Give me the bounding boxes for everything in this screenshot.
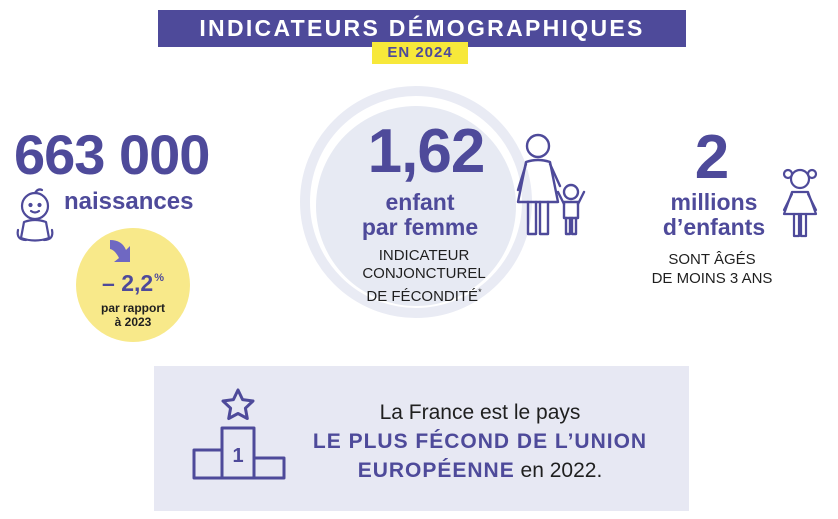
podium-rank: 1 [232,445,243,467]
star-icon [221,388,255,420]
change-value: – 2,2% [102,270,164,296]
fertility-disc [316,106,516,306]
baby-icon [16,188,54,242]
fertility-label: enfant par femme [361,189,479,240]
podium-icon: 1 [192,426,286,480]
births-label: naissances [64,188,194,215]
children-label: millions d’enfants [662,189,766,240]
europe-panel [154,366,689,511]
births-value: 663 000 [14,123,210,186]
change-bubble [76,228,190,342]
fertility-value: 1,62 [367,117,486,186]
mother-child-icon [516,133,586,236]
fertility-note: INDICATEUR CONJONCTUREL DE FÉCONDITÉ* [362,247,486,305]
girl-icon [782,168,818,238]
europe-statement: La France est le pays LE PLUS FÉCOND DE … [312,401,648,482]
children-value: 2 [694,123,730,192]
page-title: INDICATEURS DÉMOGRAPHIQUES [158,10,686,47]
down-arrow-icon [110,240,130,262]
change-note: par rapport à 2023 [100,301,165,329]
children-note: SONT ÂGÉS DE MOINS 3 ANS [651,251,773,287]
year-badge: EN 2024 [372,42,468,64]
